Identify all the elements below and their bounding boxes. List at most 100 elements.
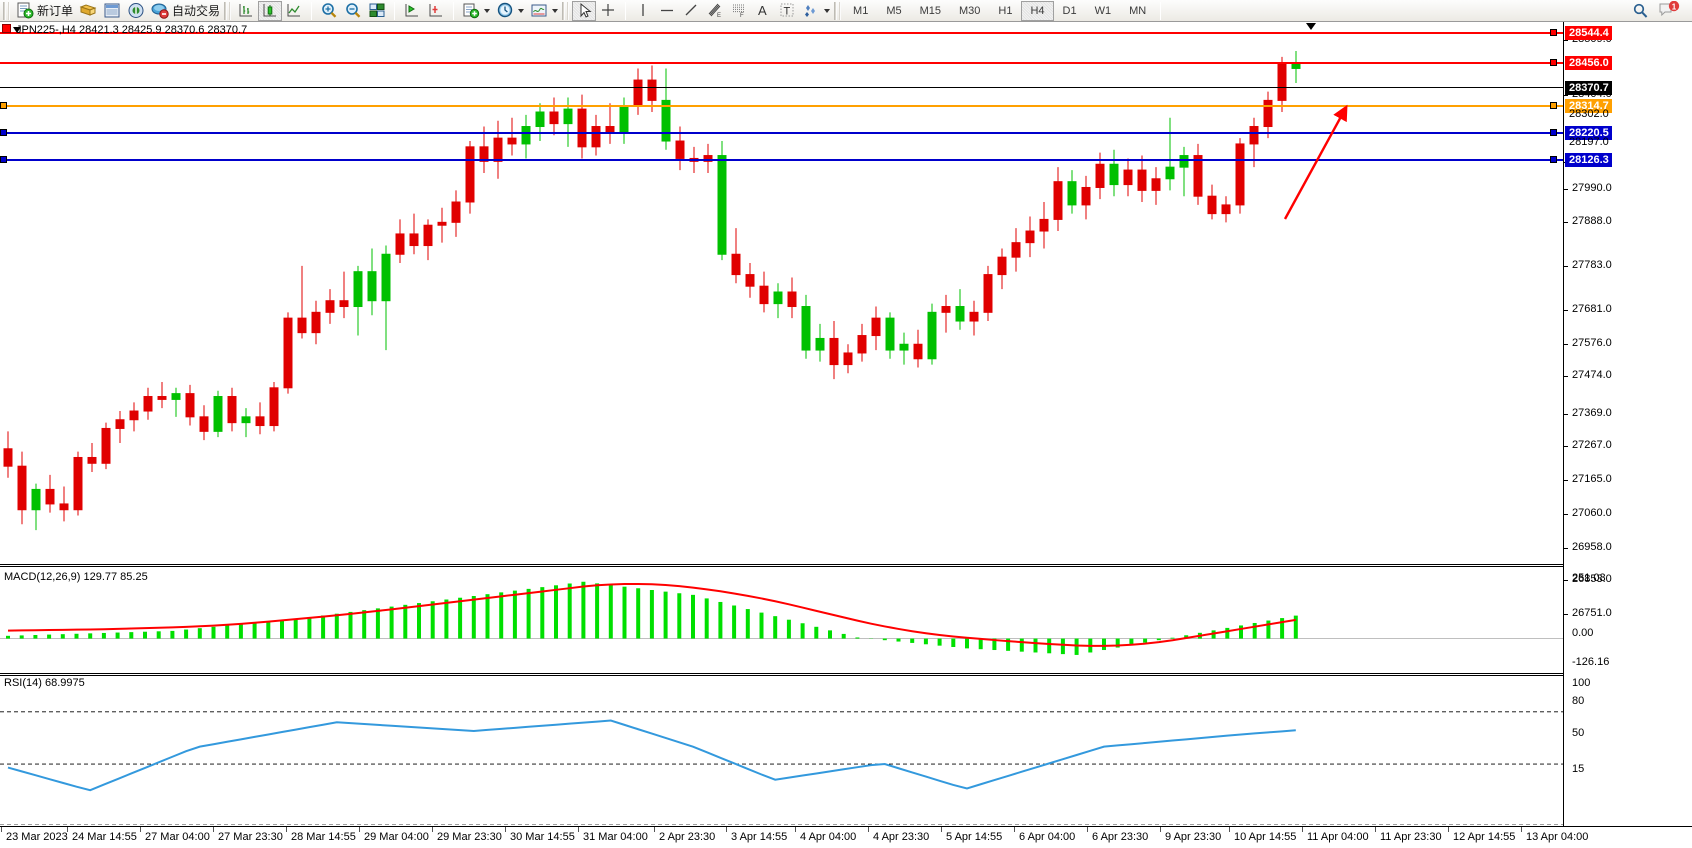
candle xyxy=(3,431,13,478)
candle xyxy=(941,294,951,333)
price-tag-support-2[interactable]: 28126.3 xyxy=(1565,153,1612,167)
templates-button[interactable] xyxy=(527,1,561,21)
candle xyxy=(31,483,41,531)
toolbar-grip-periods[interactable] xyxy=(834,1,842,20)
candlestick-chart-button[interactable] xyxy=(258,0,283,21)
timeframe-w1[interactable]: W1 xyxy=(1086,1,1121,21)
hline-handle[interactable] xyxy=(1550,129,1557,136)
price-tag-level-hidden[interactable]: 28302.0 xyxy=(1569,108,1609,120)
price-tag-resistance-2[interactable]: 28456.0 xyxy=(1565,56,1612,70)
candle xyxy=(857,323,867,362)
timeframe-m1[interactable]: M1 xyxy=(844,1,877,21)
timeframe-d1[interactable]: D1 xyxy=(1054,1,1086,21)
hline-handle-left[interactable] xyxy=(0,156,7,163)
price-scale[interactable]: 28509.028404.028095.027990.027888.027783… xyxy=(1563,22,1692,826)
candle xyxy=(353,265,363,336)
indicators-icon xyxy=(463,3,480,19)
zoom-in-button[interactable] xyxy=(317,1,341,21)
text-label-button[interactable]: A xyxy=(751,1,775,21)
timeframe-m5[interactable]: M5 xyxy=(877,1,910,21)
price-tag-resistance-1[interactable]: 28544.4 xyxy=(1565,26,1612,40)
indicators-button[interactable] xyxy=(459,1,493,21)
toolbar-grip-drawing[interactable] xyxy=(562,1,570,20)
hline-handle[interactable] xyxy=(1550,59,1557,66)
candlestick-icon xyxy=(263,4,277,17)
chart-collapse-arrow-icon[interactable] xyxy=(13,27,21,33)
candle xyxy=(325,289,335,324)
candle xyxy=(157,382,167,409)
line-chart-button[interactable] xyxy=(282,1,306,21)
candle xyxy=(1011,228,1021,272)
line-chart-icon xyxy=(287,4,301,17)
time-tick-mark xyxy=(1014,827,1015,832)
shift-end-button[interactable] xyxy=(400,1,424,21)
candle xyxy=(199,405,209,441)
candle xyxy=(17,451,27,525)
candle xyxy=(367,248,377,316)
periods-button[interactable] xyxy=(493,1,527,21)
hline-handle-left[interactable] xyxy=(0,129,7,136)
hline-handle[interactable] xyxy=(1550,156,1557,163)
price-tick-mark xyxy=(1564,446,1568,447)
price-tick-mark xyxy=(1564,40,1568,41)
templates-icon xyxy=(531,4,547,17)
hline-button[interactable] xyxy=(655,1,679,21)
candle xyxy=(815,323,825,362)
time-axis-label: 4 Apr 23:30 xyxy=(873,831,930,843)
toolbar-grip-standard[interactable] xyxy=(3,1,10,20)
timeframe-h4[interactable]: H4 xyxy=(1021,0,1054,21)
timeframe-h1[interactable]: H1 xyxy=(989,1,1021,21)
hline-handle[interactable] xyxy=(1550,102,1557,109)
chart-area[interactable]: JPN225-,H4 28421.3 28425.9 28370.6 28370… xyxy=(0,22,1692,848)
bar-chart-button[interactable] xyxy=(234,1,258,21)
time-axis-label: 31 Mar 04:00 xyxy=(583,831,648,843)
price-tick-label: 27165.0 xyxy=(1572,473,1612,485)
new-order-button[interactable]: 新订单 xyxy=(13,1,76,21)
toolbar-grip-charts[interactable] xyxy=(224,1,232,20)
crosshair-position-marker-icon xyxy=(1306,23,1316,30)
price-tick-mark xyxy=(1564,580,1568,581)
trendline-button[interactable] xyxy=(679,1,703,21)
price-tick-label: 27267.0 xyxy=(1572,439,1612,451)
price-tag-pivot[interactable]: 28314.7 xyxy=(1565,99,1612,113)
hline-handle[interactable] xyxy=(1550,29,1557,36)
price-tag-level-mid[interactable]: 28197.0 xyxy=(1569,136,1609,148)
shapes-button[interactable] xyxy=(799,1,833,21)
macd-scale-label: 251.03 xyxy=(1572,572,1606,584)
navigator-button[interactable] xyxy=(124,1,148,21)
timeframe-mn[interactable]: MN xyxy=(1120,1,1155,21)
text-button[interactable]: T xyxy=(775,1,799,21)
periods-icon xyxy=(497,2,513,18)
subwindow-separator-rsi[interactable] xyxy=(0,673,1563,676)
timeframe-m15[interactable]: M15 xyxy=(911,1,950,21)
candle xyxy=(45,474,55,513)
zoom-out-button[interactable] xyxy=(341,1,365,21)
templates-caret-icon[interactable] xyxy=(552,8,559,13)
timeframe-m30[interactable]: M30 xyxy=(950,1,989,21)
market-watch-button[interactable] xyxy=(100,1,124,21)
vline-button[interactable] xyxy=(631,1,655,21)
profiles-button[interactable] xyxy=(76,1,100,21)
subwindow-separator-macd[interactable] xyxy=(0,564,1563,567)
equidistant-channel-button[interactable]: E xyxy=(703,1,727,21)
tile-windows-button[interactable] xyxy=(365,1,389,21)
candle xyxy=(983,265,993,322)
time-tick-mark xyxy=(140,827,141,832)
price-tag-last[interactable]: 28370.7 xyxy=(1565,81,1612,95)
shapes-caret-icon[interactable] xyxy=(824,8,831,13)
auto-scroll-button[interactable] xyxy=(424,1,448,21)
indicators-caret-icon[interactable] xyxy=(484,8,491,13)
crosshair-button[interactable] xyxy=(596,1,620,21)
autotrading-button[interactable]: 自动交易 xyxy=(148,1,223,21)
cursor-button[interactable] xyxy=(572,0,597,21)
time-axis-label: 6 Apr 23:30 xyxy=(1092,831,1149,843)
hline-handle-left[interactable] xyxy=(0,102,7,109)
alerts-button[interactable]: 1 xyxy=(1654,0,1684,21)
time-scale[interactable]: 23 Mar 2023 24 Mar 14:55 27 Mar 04:00 27 Ma… xyxy=(0,826,1692,848)
search-button[interactable] xyxy=(1628,1,1654,21)
time-tick-mark xyxy=(1087,827,1088,832)
price-tag-support-1[interactable]: 28220.5 xyxy=(1565,126,1612,140)
periods-caret-icon[interactable] xyxy=(518,8,525,13)
fibonacci-button[interactable]: F xyxy=(727,1,751,21)
price-tick-label: 27783.0 xyxy=(1572,259,1612,271)
